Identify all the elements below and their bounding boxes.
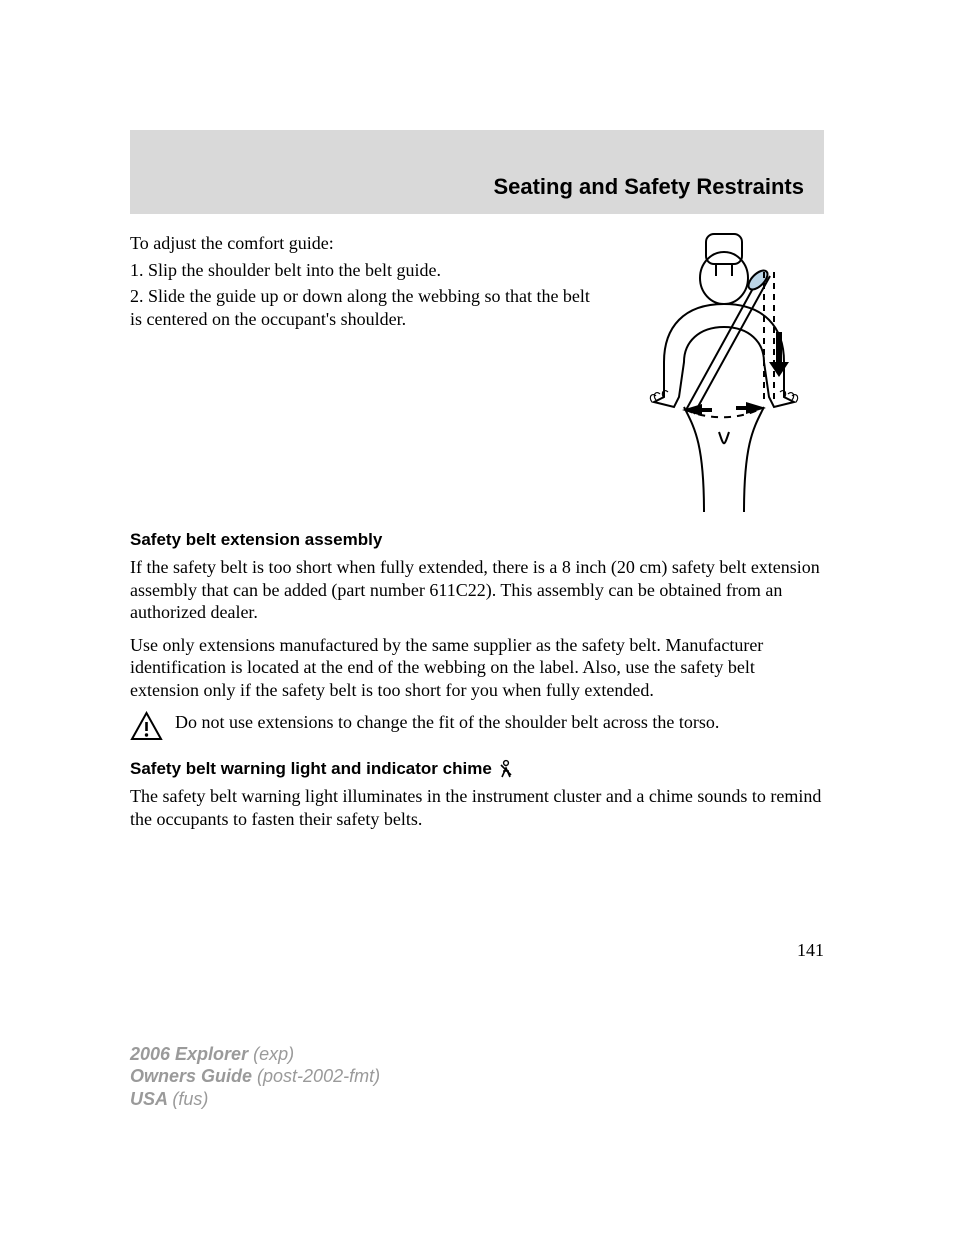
footer-guide: Owners Guide xyxy=(130,1066,257,1086)
footer-model-code: (exp) xyxy=(253,1044,294,1064)
footer-line1: 2006 Explorer (exp) xyxy=(130,1043,380,1066)
section2-heading-row: Safety belt warning light and indicator … xyxy=(130,759,824,779)
intro-step1: 1. Slip the shoulder belt into the belt … xyxy=(130,259,604,282)
section2-heading: Safety belt warning light and indicator … xyxy=(130,759,492,779)
footer-line3: USA (fus) xyxy=(130,1088,380,1111)
footer-model: 2006 Explorer xyxy=(130,1044,253,1064)
seatbelt-person-icon xyxy=(498,759,514,779)
warning-triangle-icon xyxy=(130,711,163,741)
section1-heading: Safety belt extension assembly xyxy=(130,530,824,550)
page-number: 141 xyxy=(130,940,824,961)
intro-row: To adjust the comfort guide: 1. Slip the… xyxy=(130,232,824,512)
intro-lead: To adjust the comfort guide: xyxy=(130,232,604,255)
warning-text: Do not use extensions to change the fit … xyxy=(175,711,719,734)
section1-p2: Use only extensions manufactured by the … xyxy=(130,634,824,702)
footer-region-code: (fus) xyxy=(172,1089,208,1109)
footer-block: 2006 Explorer (exp) Owners Guide (post-2… xyxy=(130,1043,380,1111)
section2-p1: The safety belt warning light illuminate… xyxy=(130,785,824,830)
section-title: Seating and Safety Restraints xyxy=(150,174,804,200)
section-header-block: Seating and Safety Restraints xyxy=(130,130,824,214)
intro-step2: 2. Slide the guide up or down along the … xyxy=(130,285,604,330)
section1-p1: If the safety belt is too short when ful… xyxy=(130,556,824,624)
seatbelt-figure xyxy=(624,232,824,512)
footer-region: USA xyxy=(130,1089,172,1109)
manual-page: Seating and Safety Restraints To adjust … xyxy=(0,0,954,961)
footer-guide-code: (post-2002-fmt) xyxy=(257,1066,380,1086)
warning-block: Do not use extensions to change the fit … xyxy=(130,711,824,741)
intro-text: To adjust the comfort guide: 1. Slip the… xyxy=(130,232,604,512)
footer-line2: Owners Guide (post-2002-fmt) xyxy=(130,1065,380,1088)
